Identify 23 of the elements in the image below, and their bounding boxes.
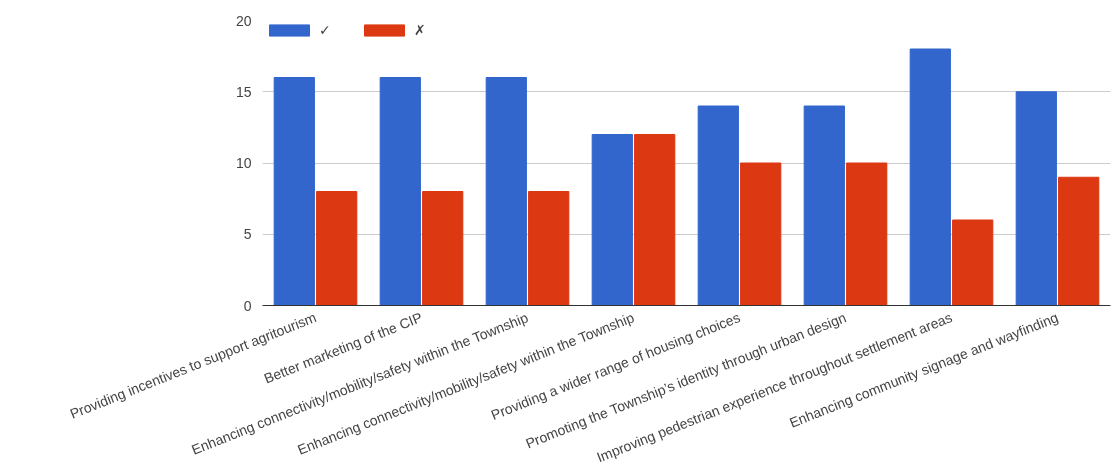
bar [591, 134, 633, 306]
bar [1058, 176, 1100, 306]
bar [697, 105, 739, 306]
bar [379, 77, 421, 306]
y-tick-label: 5 [243, 226, 252, 243]
bar [422, 191, 464, 306]
bar [634, 134, 676, 306]
bar [485, 77, 527, 306]
legend-label: ✗ [414, 22, 427, 38]
bar [273, 77, 315, 306]
y-tick-label: 10 [235, 155, 252, 171]
y-tick-label: 15 [235, 83, 252, 100]
bar [803, 105, 845, 306]
y-tick-label: 0 [243, 297, 252, 314]
bar [952, 219, 994, 306]
bar [846, 162, 888, 306]
bar [1015, 91, 1057, 306]
bar [316, 191, 358, 306]
legend-label: ✓ [319, 22, 332, 38]
bar [740, 162, 782, 306]
bar [528, 191, 570, 306]
bar [909, 48, 951, 306]
y-tick-label: 20 [235, 12, 252, 29]
